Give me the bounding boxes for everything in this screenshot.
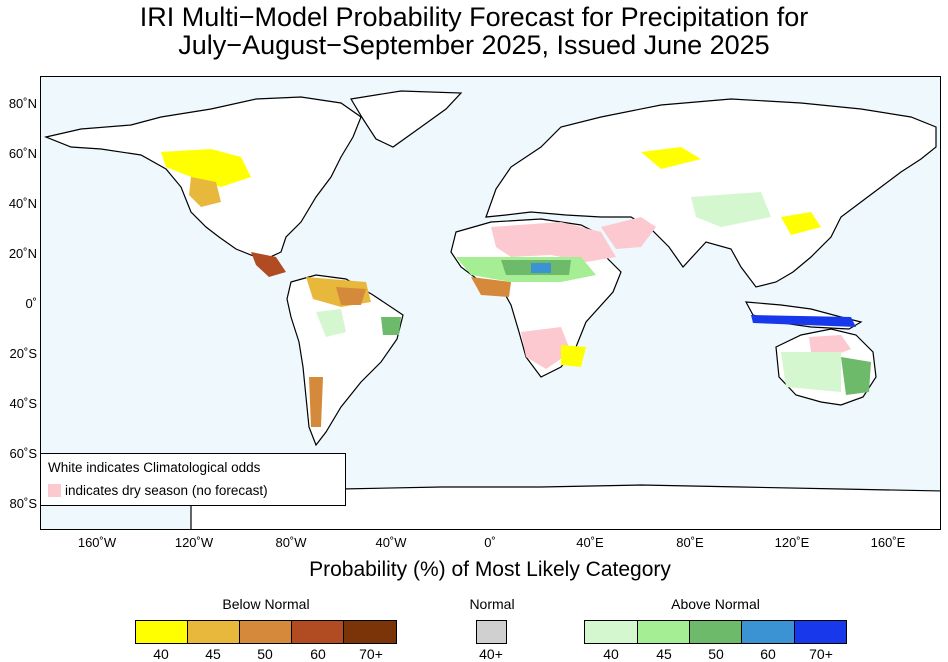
below-normal-tick-70: 70+ bbox=[359, 646, 383, 662]
above-normal-south-america bbox=[316, 309, 346, 337]
below-normal-chile bbox=[309, 377, 323, 427]
above-normal-australia bbox=[781, 352, 841, 392]
below-normal-west-africa bbox=[471, 277, 511, 297]
colorbar-title: Probability (%) of Most Likely Category bbox=[309, 558, 671, 581]
dry-season-sahara bbox=[491, 222, 616, 262]
below-normal-canada bbox=[161, 149, 251, 187]
lat-label-40s: 40˚S bbox=[9, 396, 37, 411]
lat-label-20s: 20˚S bbox=[9, 346, 37, 361]
above-normal-swatch-70 bbox=[794, 620, 847, 644]
lat-label-80s: 80˚S bbox=[9, 496, 37, 511]
lon-label-160e: 160˚E bbox=[870, 535, 906, 550]
below-normal-east-asia bbox=[781, 212, 821, 235]
above-normal-indonesia-band bbox=[751, 315, 856, 327]
above-normal-swatch-50 bbox=[689, 620, 742, 644]
below-normal-amazon bbox=[336, 287, 366, 305]
lon-label-80e: 80˚E bbox=[676, 535, 704, 550]
dry-season-swatch bbox=[48, 484, 61, 497]
below-normal-label: Below Normal bbox=[222, 596, 310, 612]
lat-label-80n: 80˚N bbox=[8, 96, 37, 111]
dry-season-australia bbox=[809, 335, 851, 357]
below-normal-tick-50: 50 bbox=[257, 646, 273, 662]
above-normal-tick-45: 45 bbox=[656, 646, 672, 662]
above-normal-asia bbox=[691, 192, 771, 227]
lon-label-120e: 120˚E bbox=[774, 535, 810, 550]
forecast-map-drawing bbox=[43, 90, 940, 529]
lon-label-0: 0˚ bbox=[484, 535, 496, 550]
below-normal-tick-60: 60 bbox=[310, 646, 326, 662]
dry-season-southern-africa bbox=[521, 327, 571, 369]
normal-label: Normal bbox=[469, 596, 515, 612]
lon-label-160w: 160˚W bbox=[77, 535, 117, 550]
above-normal-tick-70: 70+ bbox=[809, 646, 833, 662]
below-normal-africa-south bbox=[561, 345, 586, 367]
dry-season-arabia bbox=[601, 217, 656, 249]
below-normal-tick-40: 40 bbox=[153, 646, 169, 662]
above-normal-brazil-east bbox=[381, 317, 401, 335]
above-normal-tick-40: 40 bbox=[603, 646, 619, 662]
lat-label-20n: 20˚N bbox=[8, 246, 37, 261]
below-normal-tick-45: 45 bbox=[205, 646, 221, 662]
below-normal-swatch-60 bbox=[291, 620, 344, 644]
above-normal-australia-east bbox=[841, 357, 871, 395]
normal-tick-40: 40+ bbox=[479, 646, 503, 662]
lon-label-40e: 40˚E bbox=[576, 535, 604, 550]
above-normal-swatch-45 bbox=[637, 620, 690, 644]
map-legend-box: White indicates Climatological odds indi… bbox=[40, 453, 346, 506]
below-normal-swatch-70 bbox=[343, 620, 397, 644]
lon-label-80w: 80˚W bbox=[275, 535, 307, 550]
below-normal-swatch-50 bbox=[239, 620, 292, 644]
below-normal-siberia bbox=[641, 147, 701, 169]
above-normal-tick-50: 50 bbox=[708, 646, 724, 662]
lat-label-40n: 40˚N bbox=[8, 196, 37, 211]
greenland-land bbox=[350, 90, 463, 148]
lat-label-60n: 60˚N bbox=[8, 146, 37, 161]
normal-swatch-40 bbox=[476, 620, 507, 644]
above-normal-swatch-60 bbox=[741, 620, 795, 644]
map-title-line1: IRI Multi−Model Probability Forecast for… bbox=[139, 2, 809, 32]
lat-label-60s: 60˚S bbox=[9, 446, 37, 461]
lon-label-40w: 40˚W bbox=[375, 535, 407, 550]
above-normal-label: Above Normal bbox=[671, 596, 760, 612]
climatology-note: White indicates Climatological odds bbox=[48, 460, 261, 475]
dry-season-note: indicates dry season (no forecast) bbox=[65, 483, 268, 498]
lat-label-0: 0˚ bbox=[25, 296, 37, 311]
below-normal-us-west bbox=[189, 177, 221, 207]
lon-label-120w: 120˚W bbox=[174, 535, 214, 550]
above-normal-swatch-40 bbox=[584, 620, 638, 644]
above-normal-tick-60: 60 bbox=[760, 646, 776, 662]
below-normal-central-america bbox=[251, 252, 286, 277]
map-title-line2: July−August−September 2025, Issued June … bbox=[178, 30, 770, 60]
above-normal-sahel-peak bbox=[531, 263, 551, 273]
below-normal-swatch-45 bbox=[187, 620, 240, 644]
below-normal-swatch-40 bbox=[135, 620, 188, 644]
